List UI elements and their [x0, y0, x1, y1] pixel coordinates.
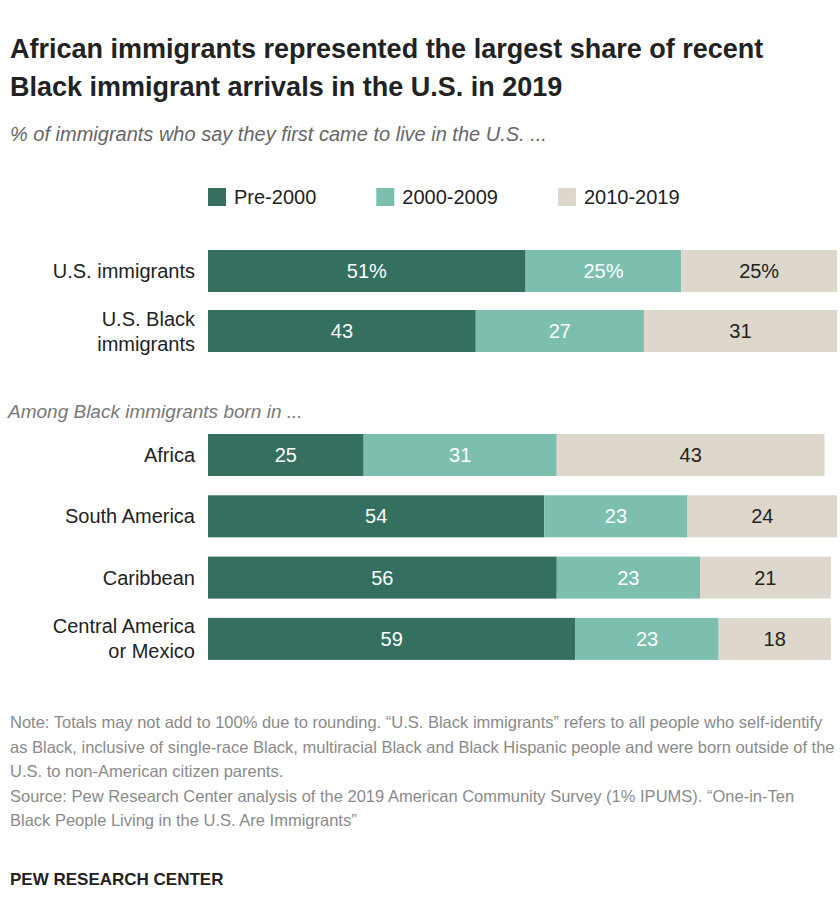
bar-segment — [688, 495, 837, 537]
data-label: 23 — [636, 628, 658, 650]
bar-segment — [557, 557, 700, 599]
legend-swatch — [208, 188, 226, 206]
source-line: Black People Living in the U.S. Are Immi… — [10, 811, 357, 829]
bar-segment — [575, 618, 718, 660]
background — [0, 0, 840, 906]
data-label: 43 — [680, 444, 702, 466]
legend-label: Pre-2000 — [234, 186, 316, 208]
bar-segment — [364, 434, 557, 476]
data-label: 25% — [739, 260, 779, 282]
note-line: as Black, inclusive of single-race Black… — [10, 738, 835, 756]
data-label: 18 — [764, 628, 786, 650]
bar-segment — [644, 310, 837, 352]
bar-segment — [476, 310, 644, 352]
category-label-line: Central America — [53, 615, 196, 637]
title-line: African immigrants represented the large… — [10, 34, 763, 64]
chart: African immigrants represented the large… — [0, 0, 840, 906]
bar-segment — [681, 250, 837, 292]
bar-segment — [208, 618, 575, 660]
data-label: 54 — [365, 505, 387, 527]
legend-swatch — [558, 188, 576, 206]
note-line: Note: Totals may not add to 100% due to … — [10, 713, 823, 731]
note: Note: Totals may not add to 100% due to … — [10, 713, 835, 780]
data-labels: 51% 25% 25% 43 27 31 25 31 43 54 23 24 56 23 21 59 23 18 — [275, 260, 786, 650]
category-label: U.S. immigrants — [53, 260, 195, 282]
source: Source: Pew Research Center analysis of … — [10, 787, 794, 830]
bar-segment — [208, 495, 544, 537]
category-label-line: U.S. Black — [102, 308, 196, 330]
bar-segment — [526, 250, 682, 292]
data-label: 23 — [617, 567, 639, 589]
bars — [208, 250, 837, 660]
bar-segment — [208, 250, 526, 292]
category-label: Caribbean — [103, 567, 195, 589]
bar-segment — [544, 495, 687, 537]
credit: PEW RESEARCH CENTER — [10, 870, 223, 889]
category-label-line: or Mexico — [108, 640, 195, 662]
title-line: Black immigrant arrivals in the U.S. in … — [10, 72, 562, 102]
data-label: 24 — [751, 505, 773, 527]
data-label: 25% — [583, 260, 623, 282]
category-label-line: Africa — [144, 444, 196, 466]
data-label: 59 — [381, 628, 403, 650]
category-label-line: South America — [65, 505, 196, 527]
category-label: Central America or Mexico — [53, 615, 196, 662]
group-label: Among Black immigrants born in ... — [7, 401, 303, 422]
data-label: 43 — [331, 320, 353, 342]
category-label-line: U.S. immigrants — [53, 260, 195, 282]
bar-segment — [557, 434, 825, 476]
data-label: 27 — [549, 320, 571, 342]
subtitle: % of immigrants who say they first came … — [10, 123, 547, 145]
data-label: 31 — [449, 444, 471, 466]
bar-segment — [208, 310, 476, 352]
data-label: 25 — [275, 444, 297, 466]
data-label: 23 — [605, 505, 627, 527]
legend-swatch — [376, 188, 394, 206]
data-label: 56 — [371, 567, 393, 589]
data-label: 21 — [754, 567, 776, 589]
category-label-line: Caribbean — [103, 567, 195, 589]
category-label: U.S. Black immigrants — [97, 308, 196, 355]
category-label-line: immigrants — [97, 333, 195, 355]
note-line: U.S. to non-American citizen parents. — [10, 762, 283, 780]
data-label: 31 — [729, 320, 751, 342]
bar-segment — [719, 618, 831, 660]
legend-label: 2000-2009 — [402, 186, 498, 208]
bar-segment — [208, 434, 364, 476]
source-line: Source: Pew Research Center analysis of … — [10, 787, 794, 805]
title: African immigrants represented the large… — [10, 34, 763, 102]
legend-label: 2010-2019 — [584, 186, 680, 208]
bar-segment — [700, 557, 831, 599]
bar-segment — [208, 557, 557, 599]
category-label: South America — [65, 505, 196, 527]
data-label: 51% — [347, 260, 387, 282]
category-label: Africa — [144, 444, 196, 466]
